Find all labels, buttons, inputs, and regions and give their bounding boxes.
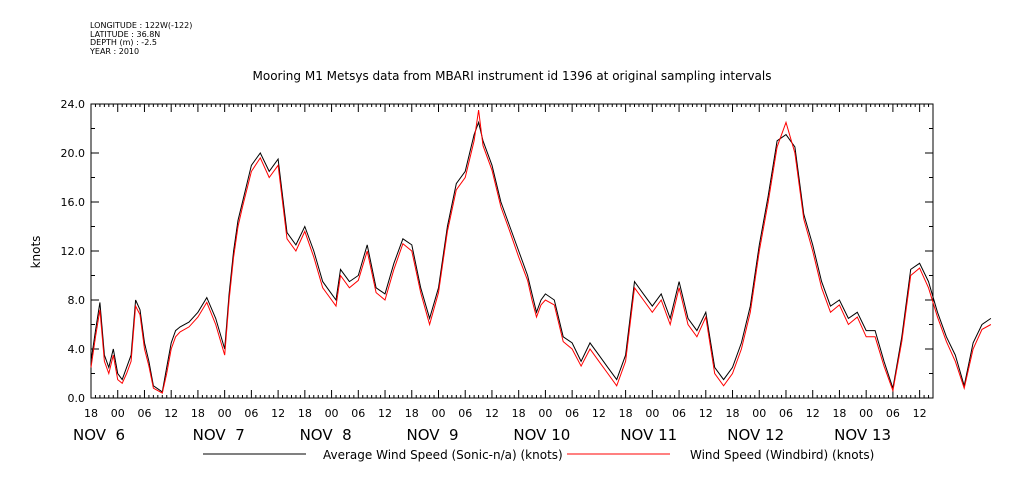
- x-hour-label: 06: [351, 407, 365, 420]
- x-hour-label: 18: [191, 407, 205, 420]
- legend-label-average: Average Wind Speed (Sonic-n/a) (knots): [323, 448, 563, 462]
- x-hour-label: 18: [298, 407, 312, 420]
- chart-title: Mooring M1 Metsys data from MBARI instru…: [253, 69, 772, 83]
- x-day-label: NOV 9: [406, 426, 458, 444]
- x-hour-label: 12: [699, 407, 713, 420]
- x-hour-label: 00: [431, 407, 445, 420]
- x-hour-label: 18: [512, 407, 526, 420]
- x-hour-label: 12: [592, 407, 606, 420]
- x-hour-label: 18: [832, 407, 846, 420]
- x-hour-label: 06: [458, 407, 472, 420]
- legend-label-windbird: Wind Speed (Windbird) (knots): [690, 448, 874, 462]
- x-hour-label: 06: [886, 407, 900, 420]
- latitude-label: LATITUDE : 36.8N: [90, 29, 161, 39]
- x-hour-label: 18: [84, 407, 98, 420]
- x-hour-label: 06: [672, 407, 686, 420]
- x-hour-label: 12: [164, 407, 178, 420]
- x-hour-label: 00: [325, 407, 339, 420]
- y-tick-label: 12.0: [61, 245, 86, 258]
- x-hour-label: 12: [485, 407, 499, 420]
- x-hour-label: 00: [859, 407, 873, 420]
- y-tick-label: 4.0: [68, 343, 86, 356]
- x-hour-label: 06: [565, 407, 579, 420]
- x-hour-label: 06: [137, 407, 151, 420]
- series-line-average-wind: [90, 120, 992, 393]
- x-hour-label: 12: [806, 407, 820, 420]
- y-tick-label: 20.0: [61, 147, 86, 160]
- x-hour-label: 12: [378, 407, 392, 420]
- year-label: YEAR : 2010: [90, 46, 140, 56]
- series-line-windbird: [90, 110, 992, 394]
- x-hour-label: 00: [645, 407, 659, 420]
- x-hour-label: 12: [271, 407, 285, 420]
- x-day-label: NOV 12: [727, 426, 784, 444]
- longitude-label: LONGITUDE : 122W(-122): [90, 21, 193, 30]
- x-hour-label: 18: [726, 407, 740, 420]
- y-axis-label: knots: [29, 236, 43, 269]
- x-hour-label: 00: [218, 407, 232, 420]
- x-hour-label: 00: [752, 407, 766, 420]
- y-tick-label: 16.0: [61, 196, 86, 209]
- y-tick-label: 8.0: [68, 294, 86, 307]
- x-day-label: NOV 13: [834, 426, 891, 444]
- x-hour-label: 00: [111, 407, 125, 420]
- x-hour-label: 12: [913, 407, 927, 420]
- x-hour-label: 18: [405, 407, 419, 420]
- x-hour-label: 06: [244, 407, 258, 420]
- station-metadata: LONGITUDE : 122W(-122) LATITUDE : 36.8N …: [90, 21, 193, 56]
- y-tick-label: 24.0: [61, 98, 86, 111]
- legend: Average Wind Speed (Sonic-n/a) (knots) W…: [203, 448, 874, 462]
- depth-label: DEPTH (m) : -2.5: [90, 38, 157, 47]
- x-hour-label: 06: [779, 407, 793, 420]
- x-day-label: NOV 10: [513, 426, 570, 444]
- x-day-label: NOV 6: [73, 426, 125, 444]
- y-tick-label: 0.0: [68, 392, 86, 405]
- x-day-label: NOV 8: [300, 426, 352, 444]
- plot-frame: [90, 103, 934, 399]
- x-hour-label: 00: [538, 407, 552, 420]
- x-day-label: NOV 11: [620, 426, 677, 444]
- x-hour-label: 18: [619, 407, 633, 420]
- x-day-label: NOV 7: [193, 426, 245, 444]
